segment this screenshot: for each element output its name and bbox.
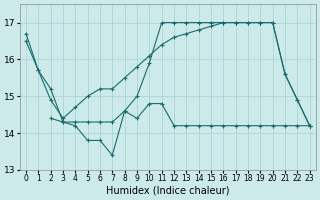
X-axis label: Humidex (Indice chaleur): Humidex (Indice chaleur) — [106, 186, 229, 196]
